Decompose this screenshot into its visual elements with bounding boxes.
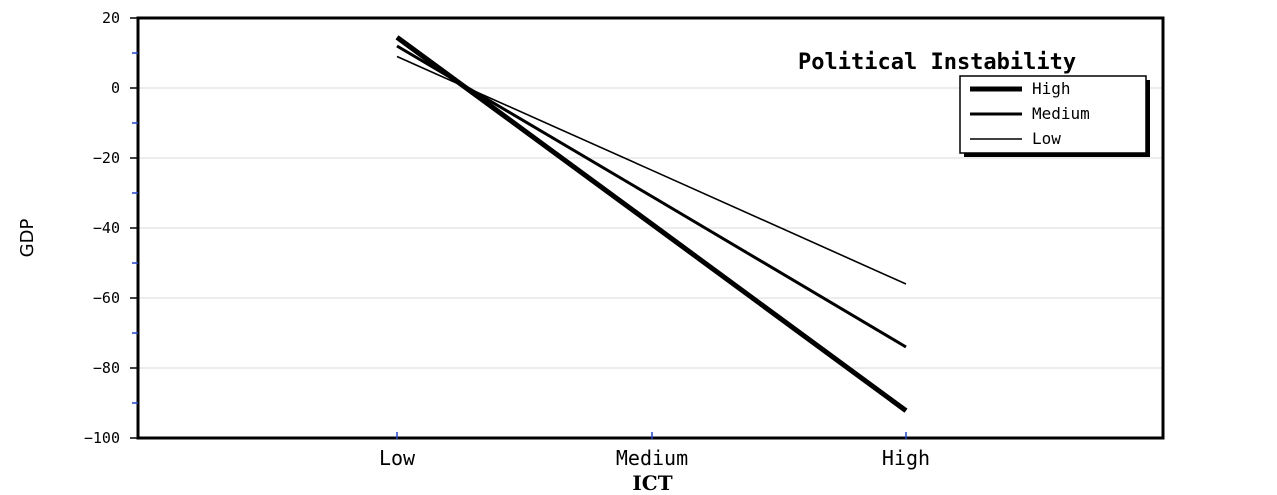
legend-label-low: Low bbox=[1032, 129, 1061, 148]
y-axis-title: GDP bbox=[17, 219, 38, 258]
x-axis-title: ICT bbox=[632, 471, 672, 495]
x-tick-label: High bbox=[882, 446, 930, 470]
series-line-low bbox=[396, 55, 907, 285]
y-tick-label: −100 bbox=[84, 429, 120, 447]
legend-label-high: High bbox=[1032, 79, 1071, 98]
x-axis: Low Medium High bbox=[379, 432, 930, 470]
x-tick-label: Medium bbox=[616, 446, 688, 470]
y-axis: 20 0 −20 −40 −60 −80 −100 bbox=[84, 9, 138, 447]
y-tick-label: −20 bbox=[93, 149, 120, 167]
series-line-high bbox=[395, 35, 908, 413]
legend-label-medium: Medium bbox=[1032, 104, 1090, 123]
series-lines bbox=[395, 35, 908, 413]
legend: High Medium Low bbox=[959, 75, 1150, 157]
legend-title: Political Instability bbox=[798, 50, 1076, 75]
y-tick-label: 0 bbox=[111, 79, 120, 97]
y-tick-label: −60 bbox=[93, 289, 120, 307]
y-tick-label: −40 bbox=[93, 219, 120, 237]
y-tick-label: 20 bbox=[102, 9, 120, 27]
y-tick-label: −80 bbox=[93, 359, 120, 377]
x-tick-label: Low bbox=[379, 446, 416, 470]
series-line-medium bbox=[396, 44, 907, 349]
